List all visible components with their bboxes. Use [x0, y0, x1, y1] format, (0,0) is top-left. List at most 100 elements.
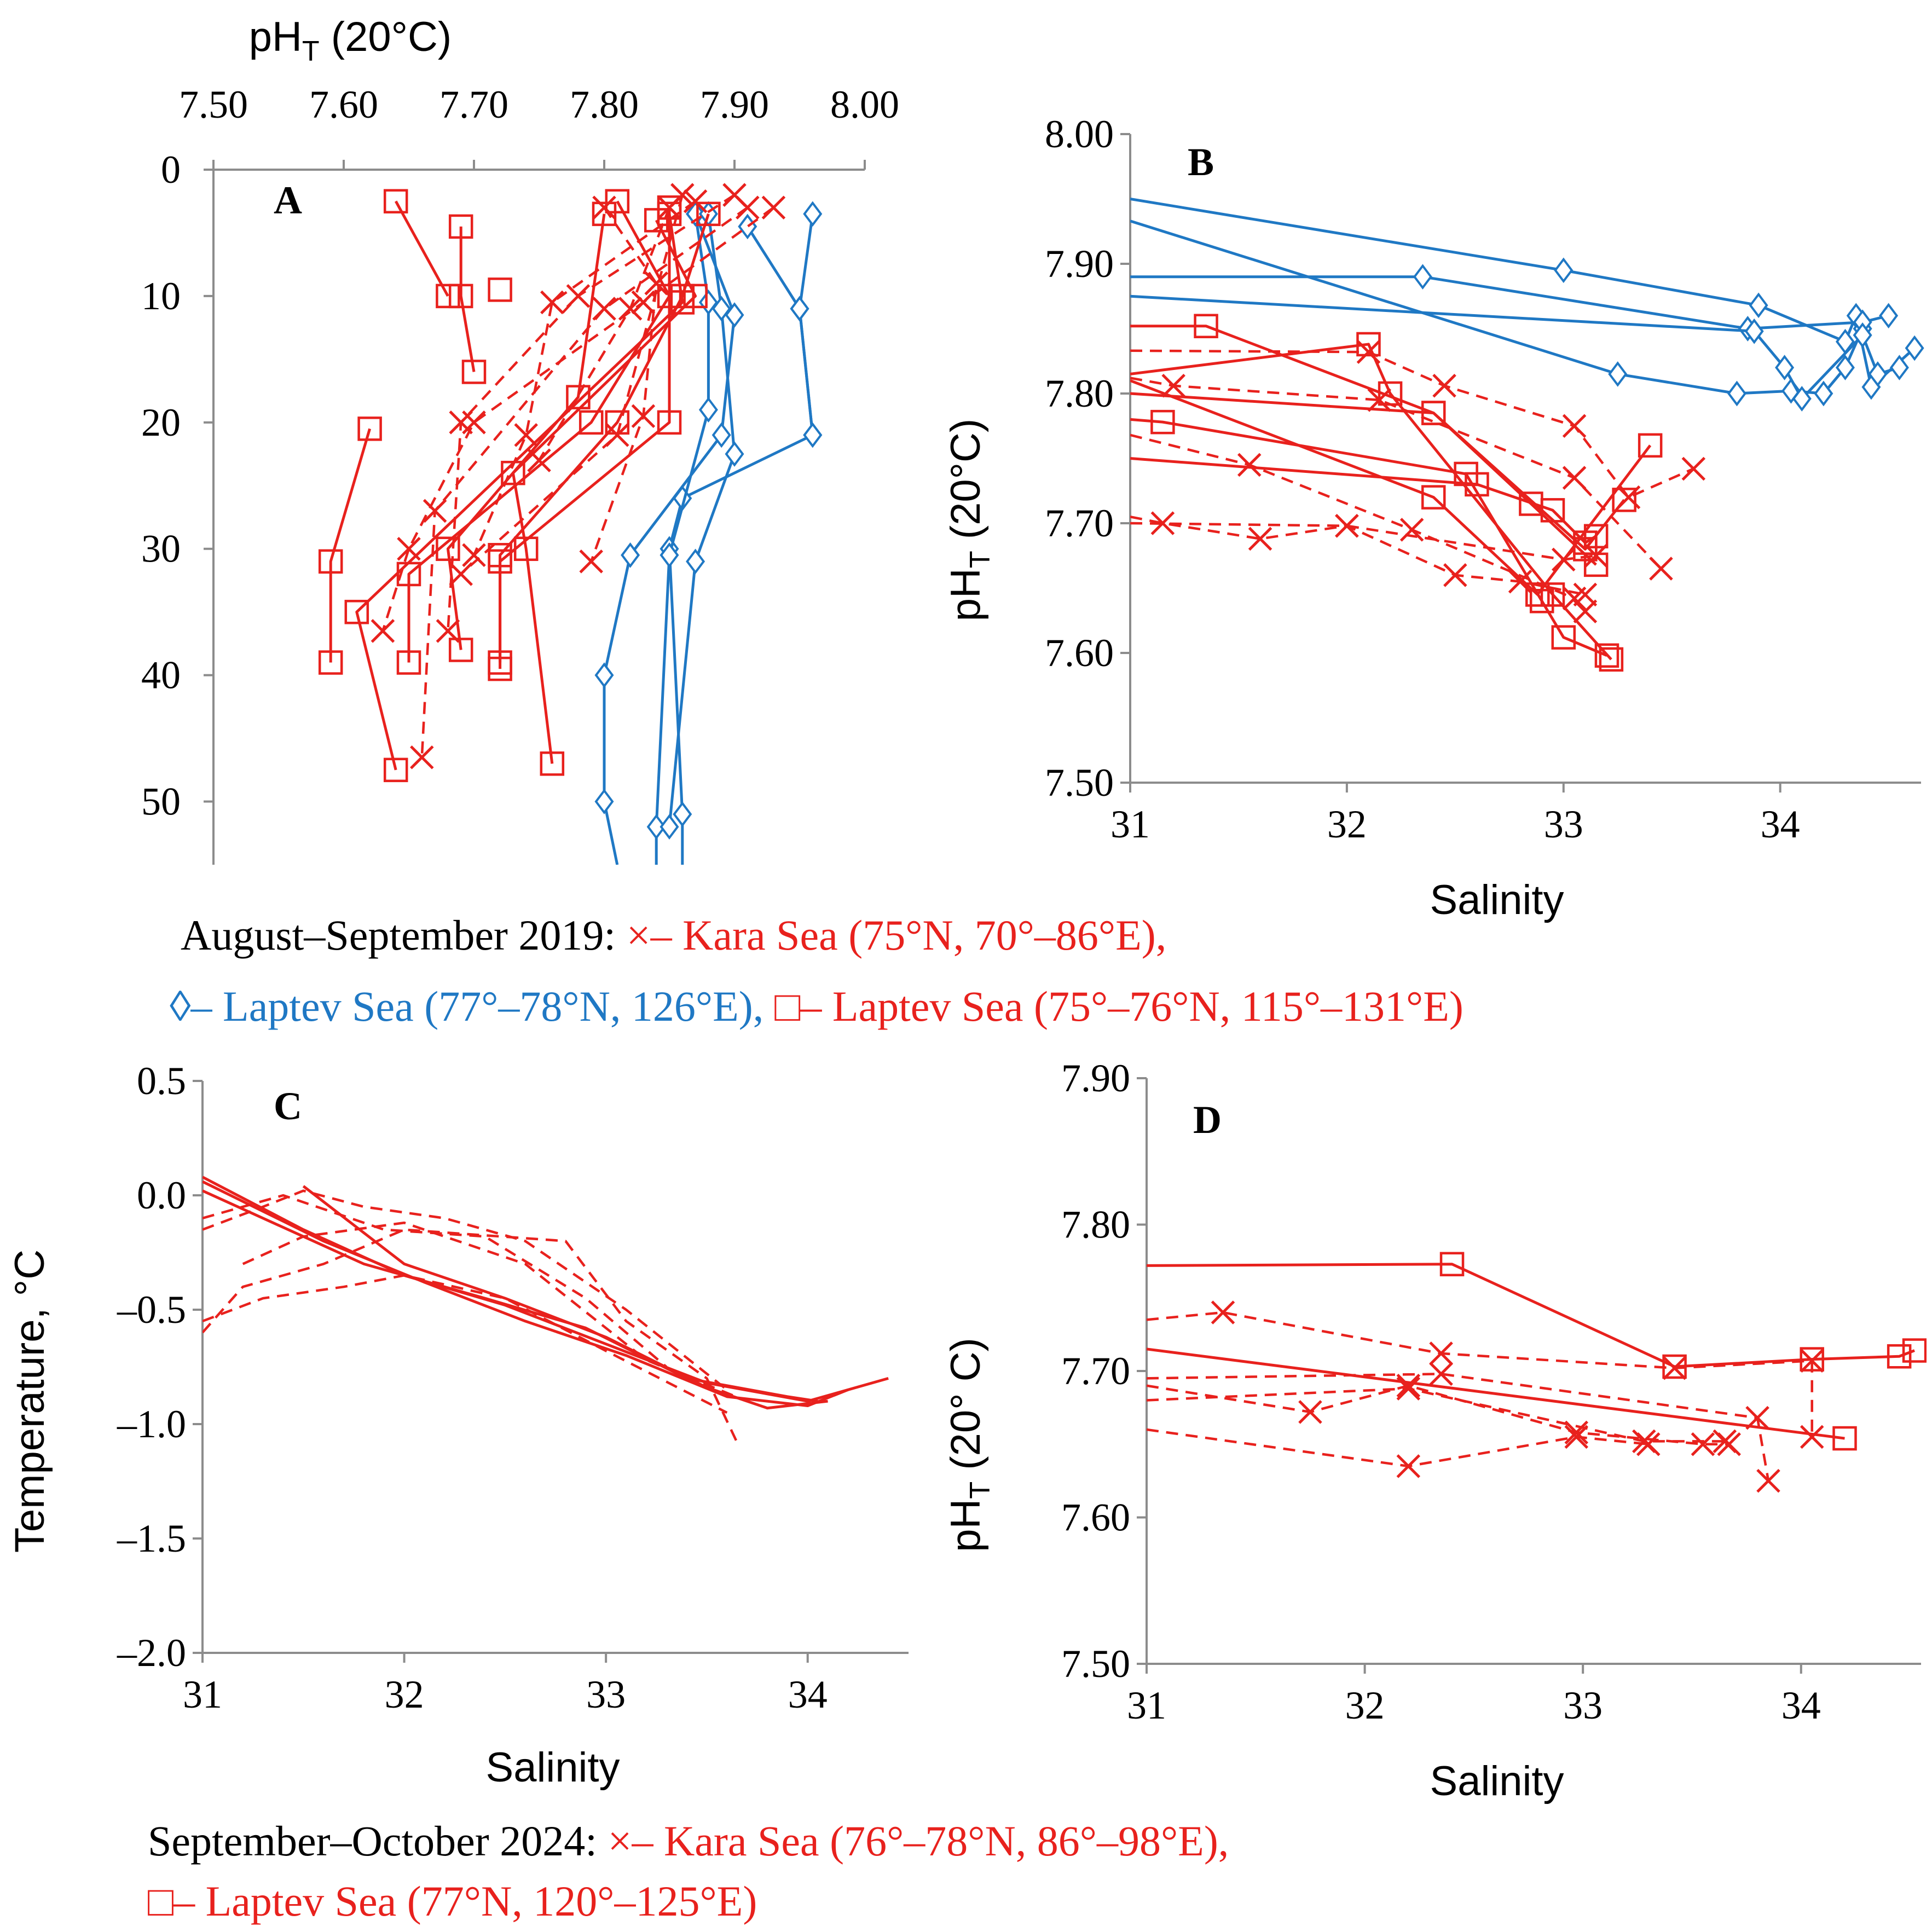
panel-c-xlabel: Salinity — [486, 1744, 620, 1791]
diamond-marker — [1853, 322, 1872, 348]
x-tick-label: 32 — [1327, 802, 1367, 846]
x-marker — [1443, 563, 1467, 587]
diamond-marker — [1835, 355, 1855, 380]
x-tick-label: 34 — [1781, 1684, 1821, 1727]
diamond-marker — [1889, 355, 1909, 380]
y-tick-label: 7.90 — [1045, 242, 1114, 286]
x-marker — [605, 423, 629, 447]
square-marker — [1421, 401, 1446, 425]
x-marker — [462, 410, 486, 435]
x-marker — [670, 183, 695, 207]
panel-c-tag: C — [274, 1084, 302, 1128]
y-tick-label: 7.50 — [1061, 1642, 1130, 1686]
legend-2024: September–October 2024: ×– Kara Sea (76°… — [148, 1817, 1229, 1925]
x-marker — [1756, 1468, 1780, 1493]
y-tick-label: 30 — [141, 527, 181, 571]
x-marker — [1150, 511, 1175, 535]
y-tick-label: 7.80 — [1061, 1203, 1130, 1247]
y-tick-label: 8.00 — [1045, 112, 1114, 156]
panel-b-xlabel: Salinity — [1430, 877, 1564, 923]
series-line — [1130, 349, 1694, 499]
diamond-marker — [803, 201, 823, 227]
x-marker — [410, 745, 434, 770]
series-line — [746, 225, 814, 436]
x-marker — [1508, 569, 1532, 594]
y-tick-label: 10 — [141, 274, 181, 318]
x-marker — [683, 189, 708, 213]
x-marker — [1564, 1425, 1588, 1449]
square-marker — [1902, 1338, 1927, 1363]
x-marker — [1691, 1432, 1715, 1456]
series-line — [407, 200, 671, 663]
x-marker — [436, 619, 460, 643]
x-marker — [1552, 547, 1576, 572]
series-line — [1130, 343, 1612, 661]
square-marker — [1638, 433, 1663, 458]
series-line — [1130, 392, 1626, 551]
square-marker — [318, 549, 343, 574]
panel-b-tag: B — [1188, 140, 1214, 184]
panel-a-chart: 7.50 7.60 7.70 7.80 7.90 8.00 0 10 20 30 40 50 — [141, 83, 899, 865]
series-line — [203, 1189, 728, 1391]
diamond-marker — [660, 814, 679, 840]
x-marker — [1745, 1405, 1769, 1430]
panel-d-tag: D — [1193, 1098, 1222, 1142]
series-line — [590, 206, 658, 562]
series-line — [447, 194, 736, 631]
series-line — [203, 1189, 818, 1403]
x-tick-label: 34 — [788, 1673, 828, 1716]
diamond-marker — [1775, 355, 1795, 380]
square-marker — [383, 757, 408, 783]
square-marker — [1599, 647, 1624, 672]
series-line — [355, 213, 684, 771]
diamond-marker — [712, 422, 731, 448]
x-marker — [1800, 1425, 1824, 1449]
series-line — [1147, 1373, 1770, 1482]
diamond-marker — [1792, 386, 1812, 412]
square-marker — [592, 201, 617, 227]
x-marker — [644, 271, 668, 296]
x-marker — [1298, 1400, 1322, 1424]
series-line — [1147, 1347, 1845, 1440]
series-line — [203, 1274, 728, 1414]
series-line — [381, 206, 774, 632]
x-tick-label: 7.60 — [309, 83, 378, 126]
y-tick-label: 7.60 — [1061, 1496, 1130, 1540]
x-marker — [1248, 527, 1272, 551]
x-marker — [449, 410, 473, 435]
square-marker — [1439, 1252, 1465, 1276]
x-marker — [1662, 1356, 1687, 1380]
series-line — [203, 1176, 889, 1403]
square-marker — [644, 208, 669, 233]
square-marker — [1194, 314, 1218, 339]
series-line — [1130, 377, 1662, 570]
diamond-marker — [1879, 303, 1899, 329]
y-tick-label: 7.70 — [1045, 501, 1114, 545]
x-tick-label: 32 — [385, 1673, 424, 1716]
x-marker — [1573, 582, 1598, 607]
series-line — [1130, 522, 1596, 561]
square-marker — [696, 201, 721, 227]
x-marker — [1429, 1341, 1453, 1366]
panel-d-chart: 31 32 33 34 7.50 7.60 7.70 7.80 7.90 — [1061, 1056, 1927, 1727]
y-tick-label: –2.0 — [117, 1631, 186, 1675]
panel-d-ylabel: pHT (20° C) — [942, 1338, 996, 1552]
square-marker — [357, 417, 382, 441]
square-marker — [488, 277, 512, 302]
square-marker — [1465, 472, 1489, 497]
square-marker — [579, 410, 604, 435]
x-marker — [1356, 340, 1381, 364]
diamond-marker — [673, 801, 692, 827]
square-marker — [488, 543, 512, 568]
x-marker — [618, 297, 643, 321]
x-tick-label: 34 — [1761, 802, 1800, 846]
x-marker — [1335, 513, 1359, 538]
series-group — [318, 183, 823, 865]
x-marker — [1396, 1373, 1421, 1398]
panel-c-ylabel: Temperature, °C — [7, 1250, 53, 1553]
x-marker — [1800, 1349, 1824, 1373]
diamond-marker — [621, 542, 640, 568]
diamond-marker — [1608, 361, 1628, 387]
x-tick-label: 33 — [586, 1673, 626, 1716]
